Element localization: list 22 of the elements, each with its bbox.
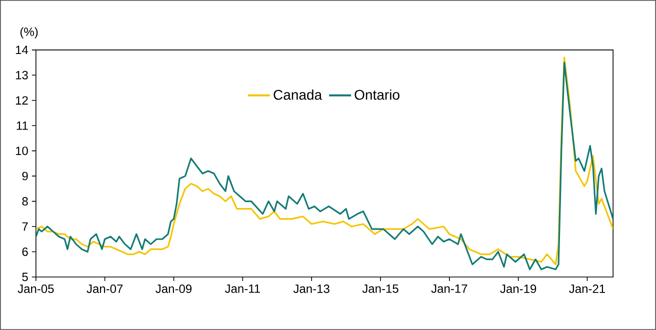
- x-tick-label: Jan-17: [431, 284, 468, 293]
- x-tick-label: Jan-11: [224, 284, 260, 293]
- y-axis-title: (%): [20, 27, 38, 38]
- y-tick-label: 7: [22, 222, 28, 231]
- y-tick-label: 10: [16, 146, 28, 156]
- x-tick-label: Jan-07: [86, 284, 123, 294]
- x-tick-label: Jan-21: [569, 284, 605, 294]
- y-tick-label: 8: [22, 197, 28, 206]
- y-tick-label: 6: [22, 248, 28, 256]
- x-tick-label: Jan-19: [500, 284, 536, 294]
- y-tick-label: 13: [16, 70, 28, 80]
- y-tick-label: 9: [22, 172, 28, 180]
- y-tick-label: 11: [16, 122, 28, 130]
- x-tick-label: Jan-05: [18, 284, 54, 294]
- y-tick-label: 14: [16, 46, 28, 54]
- x-tick-label: Jan-09: [156, 284, 192, 294]
- legend-label: Canada: [274, 90, 322, 100]
- legend-label: Ontario: [354, 90, 400, 100]
- y-tick-label: 5: [22, 272, 28, 282]
- x-tick-label: Jan-13: [293, 284, 330, 294]
- y-tick-label: 12: [16, 96, 28, 105]
- x-tick-label: Jan-15: [362, 284, 398, 293]
